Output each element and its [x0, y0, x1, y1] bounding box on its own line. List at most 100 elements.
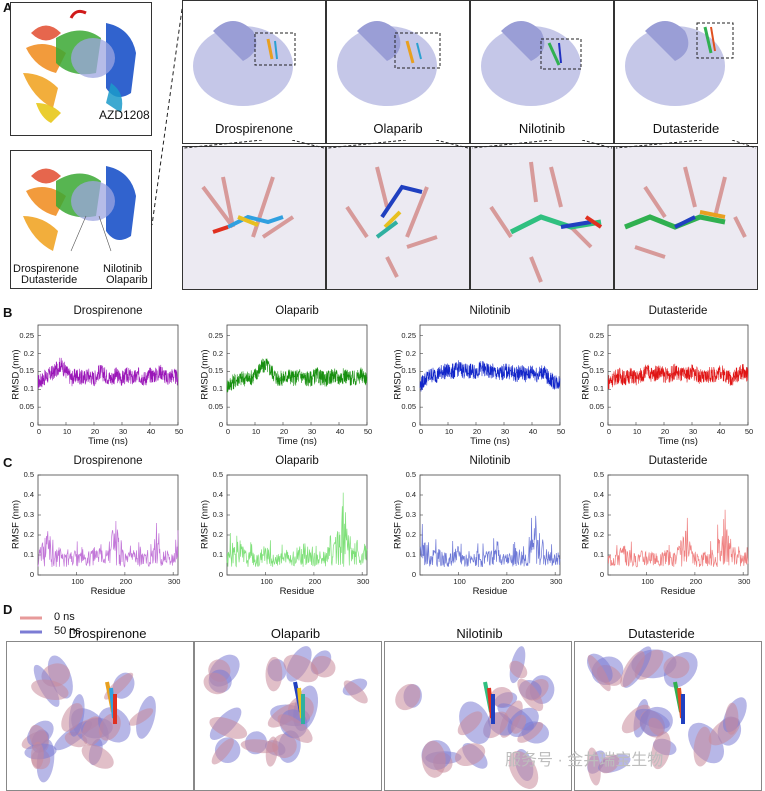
rmsd-area-ytick-label: 0.1 [23, 384, 34, 394]
rmsf-area-xtick-label: 300 [737, 577, 751, 586]
rmsd-area-series-drospirenone [37, 357, 179, 389]
rmsd-area-ytick-label: 0.25 [401, 330, 416, 340]
rmsf-area-series-nilotinib [419, 515, 561, 568]
rmsd-area-ytick-label: 0.25 [19, 330, 34, 340]
rmsf-area-title-nilotinib: Nilotinib [469, 455, 511, 467]
rmsf-area-ytick-label: 0 [411, 570, 416, 579]
superpose-title-dutasteride: Dutasteride [628, 626, 695, 641]
helix-0ns [283, 654, 319, 683]
rmsf-area-xlabel-dutasteride: Residue [660, 586, 696, 597]
superposition-image-dutasteride [574, 641, 762, 791]
helix-0ns [272, 733, 297, 759]
rmsf-area-xtick-label: 100 [641, 577, 654, 586]
helix-0ns [599, 754, 620, 774]
helix-0ns [620, 650, 645, 688]
helix-0ns [203, 672, 228, 695]
drug-image-dutasteride: Dutasteride [614, 0, 758, 144]
protein-overview-svg [23, 9, 136, 123]
plot-frame [226, 474, 368, 576]
rmsd-area-xlabel-nilotinib: Time (ns) [470, 436, 510, 447]
superposition-svg-dutasteride [586, 646, 747, 786]
overview-label-dutasteride: Dutasteride [21, 274, 78, 286]
binding-closeup-dutasteride [614, 146, 758, 290]
rmsf-area-ytick-label: 0 [29, 570, 34, 579]
helix-0ns [663, 656, 690, 679]
overview-label-olaparib: Olaparib [106, 274, 148, 286]
rmsf-area-plot-olaparib [226, 474, 368, 576]
rmsd-area-xtick-label: 30 [307, 427, 317, 436]
rmsd-area-series-olaparib [226, 358, 368, 393]
rmsf-area-ylabel-drospirenone: RMSF (nm) [10, 499, 22, 550]
helix-0ns [490, 686, 513, 708]
rmsf-area-ytick-label: 0.2 [593, 530, 604, 539]
rmsf-area-ytick-label: 0.1 [405, 550, 416, 559]
panel-letter-c: C [3, 455, 13, 470]
rmsd-area-ytick-label: 0.15 [208, 366, 223, 376]
rmsf-area-ytick-label: 0 [599, 570, 604, 579]
helix-0ns [725, 702, 739, 735]
rmsf-area-xtick-label: 300 [167, 577, 181, 586]
rmsd-area-ytick-label: 0.2 [212, 348, 223, 358]
rmsf-area-xtick-label: 200 [689, 577, 703, 586]
helix-0ns [693, 726, 712, 767]
drug-title-drospirenone: Drospirenone [214, 121, 294, 136]
helix-0ns [457, 711, 483, 736]
legend-label-50ns: 50 ns [54, 625, 81, 637]
rmsd-area-ytick-label: 0.15 [19, 366, 34, 376]
rmsd-area-ytick-label: 0.1 [593, 384, 604, 394]
rmsd-area-ytick-label: 0.05 [208, 402, 223, 412]
rmsd-area-ytick-label: 0.25 [589, 330, 604, 340]
superposition-image-nilotinib [384, 641, 572, 791]
rmsd-area-xtick-label: 10 [251, 427, 261, 436]
rmsf-area-ytick-label: 0.3 [593, 510, 604, 519]
helix-0ns [277, 714, 313, 743]
rmsf-area-xlabel-nilotinib: Residue [472, 586, 508, 597]
rmsd-area-xtick-label: 30 [688, 427, 698, 436]
rmsd-area-ytick-label: 0 [29, 420, 34, 429]
rmsf-area-plot-nilotinib [419, 474, 561, 576]
rmsf-area-series-olaparib [226, 492, 368, 568]
rmsd-area-xtick-label: 30 [118, 427, 128, 436]
helix-0ns [511, 714, 527, 734]
plot-frame [37, 324, 179, 426]
rmsd-area-xtick-label: 20 [279, 427, 289, 436]
rmsd-area-ytick-label: 0 [218, 420, 223, 429]
rmsf-area-xtick-label: 100 [260, 577, 273, 586]
rmsd-area-title-nilotinib: Nilotinib [469, 305, 511, 317]
superpose-title-nilotinib: Nilotinib [456, 626, 503, 641]
rmsd-area-ytick-label: 0 [599, 420, 604, 429]
watermark-text: 服务号 · 金井瑞宝生物 [505, 752, 664, 769]
superpose-title-drospirenone: Drospirenone [68, 626, 147, 641]
plot-frame [419, 474, 561, 576]
helix-0ns [587, 747, 601, 786]
protein-overview-drugs-svg [23, 166, 136, 252]
rmsf-area-xtick-label: 100 [71, 577, 84, 586]
rmsf-area-xtick-label: 200 [501, 577, 515, 586]
rmsf-area-ytick-label: 0.1 [23, 550, 34, 559]
drug-image-nilotinib: Nilotinib [470, 0, 614, 144]
overview-drugs-image: Drospirenone Dutasteride Nilotinib Olapa… [10, 150, 152, 289]
helix-0ns [82, 716, 104, 746]
rmsd-area-ytick-label: 0 [411, 420, 416, 429]
rmsf-area-ytick-label: 0 [218, 570, 223, 579]
binding-closeup-olaparib [326, 146, 470, 290]
rmsf-area-ytick-label: 0.1 [593, 550, 604, 559]
rmsf-area-ytick-label: 0.4 [405, 490, 416, 499]
legend-label-0ns: 0 ns [54, 611, 75, 623]
rmsf-area-xtick-label: 200 [119, 577, 133, 586]
rmsd-area-xtick-label: 0 [606, 427, 612, 436]
drug-title-olaparib: Olaparib [373, 121, 423, 136]
helix-0ns [517, 721, 544, 743]
superposition-image-drospirenone [6, 641, 194, 791]
helix-0ns [395, 683, 421, 711]
rmsd-area-ytick-label: 0.05 [401, 402, 416, 412]
rmsd-area-ytick-label: 0.2 [405, 348, 416, 358]
rmsd-area-xtick-label: 20 [90, 427, 100, 436]
rmsd-area-xtick-label: 0 [418, 427, 424, 436]
rmsf-area-ytick-label: 0.4 [593, 490, 604, 499]
rmsd-area-ytick-label: 0.05 [19, 402, 34, 412]
rmsd-area-xtick-label: 40 [716, 427, 726, 436]
rmsd-area-xlabel-olaparib: Time (ns) [277, 436, 317, 447]
rmsf-area-title-olaparib: Olaparib [275, 455, 319, 467]
rmsd-area-xtick-label: 50 [174, 427, 184, 436]
